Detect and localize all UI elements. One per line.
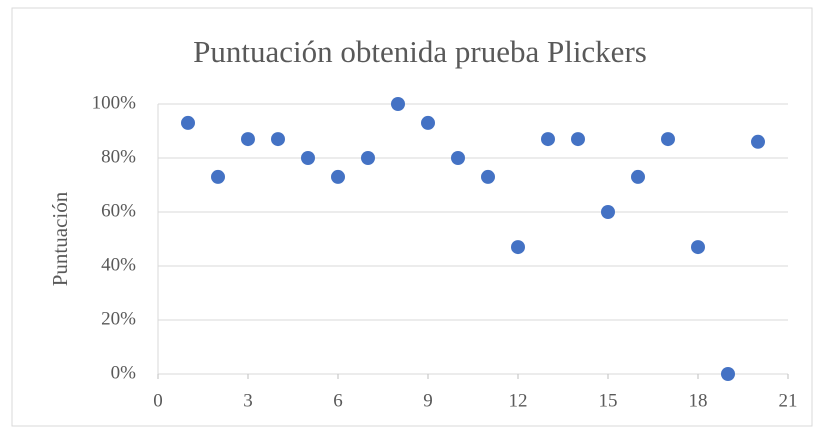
point	[661, 132, 675, 147]
x-tick-label: 18	[689, 390, 708, 411]
y-tick-label: 0%	[111, 362, 137, 383]
point	[211, 169, 225, 184]
y-axis-label: Puntuación	[48, 191, 72, 286]
point	[721, 367, 735, 381]
point	[331, 169, 345, 184]
point	[301, 151, 315, 165]
x-tick-label: 12	[509, 390, 528, 411]
point	[241, 132, 255, 147]
point	[631, 169, 645, 184]
point	[181, 115, 195, 130]
chart-title: Puntuación obtenida prueba Plickers	[193, 34, 647, 69]
point	[391, 97, 405, 111]
point	[571, 132, 585, 147]
y-tick-label: 60%	[101, 200, 136, 221]
chart-border	[11, 7, 813, 427]
point	[481, 169, 495, 184]
point	[691, 240, 705, 255]
point	[601, 205, 615, 219]
y-tick-label: 20%	[101, 308, 136, 329]
point	[541, 132, 555, 147]
point	[451, 151, 465, 165]
point	[271, 132, 285, 147]
x-tick-label: 21	[779, 390, 798, 411]
point	[361, 151, 375, 165]
y-tick-label: 80%	[101, 146, 136, 167]
y-tick-label: 40%	[101, 254, 136, 275]
point	[751, 134, 765, 149]
point	[511, 240, 525, 255]
x-tick-label: 3	[243, 390, 253, 411]
point	[421, 115, 435, 130]
y-tick-label: 100%	[92, 92, 137, 113]
x-tick-label: 15	[599, 390, 618, 411]
x-tick-label: 0	[153, 390, 163, 411]
x-tick-label: 9	[423, 390, 433, 411]
x-tick-label: 6	[333, 390, 343, 411]
